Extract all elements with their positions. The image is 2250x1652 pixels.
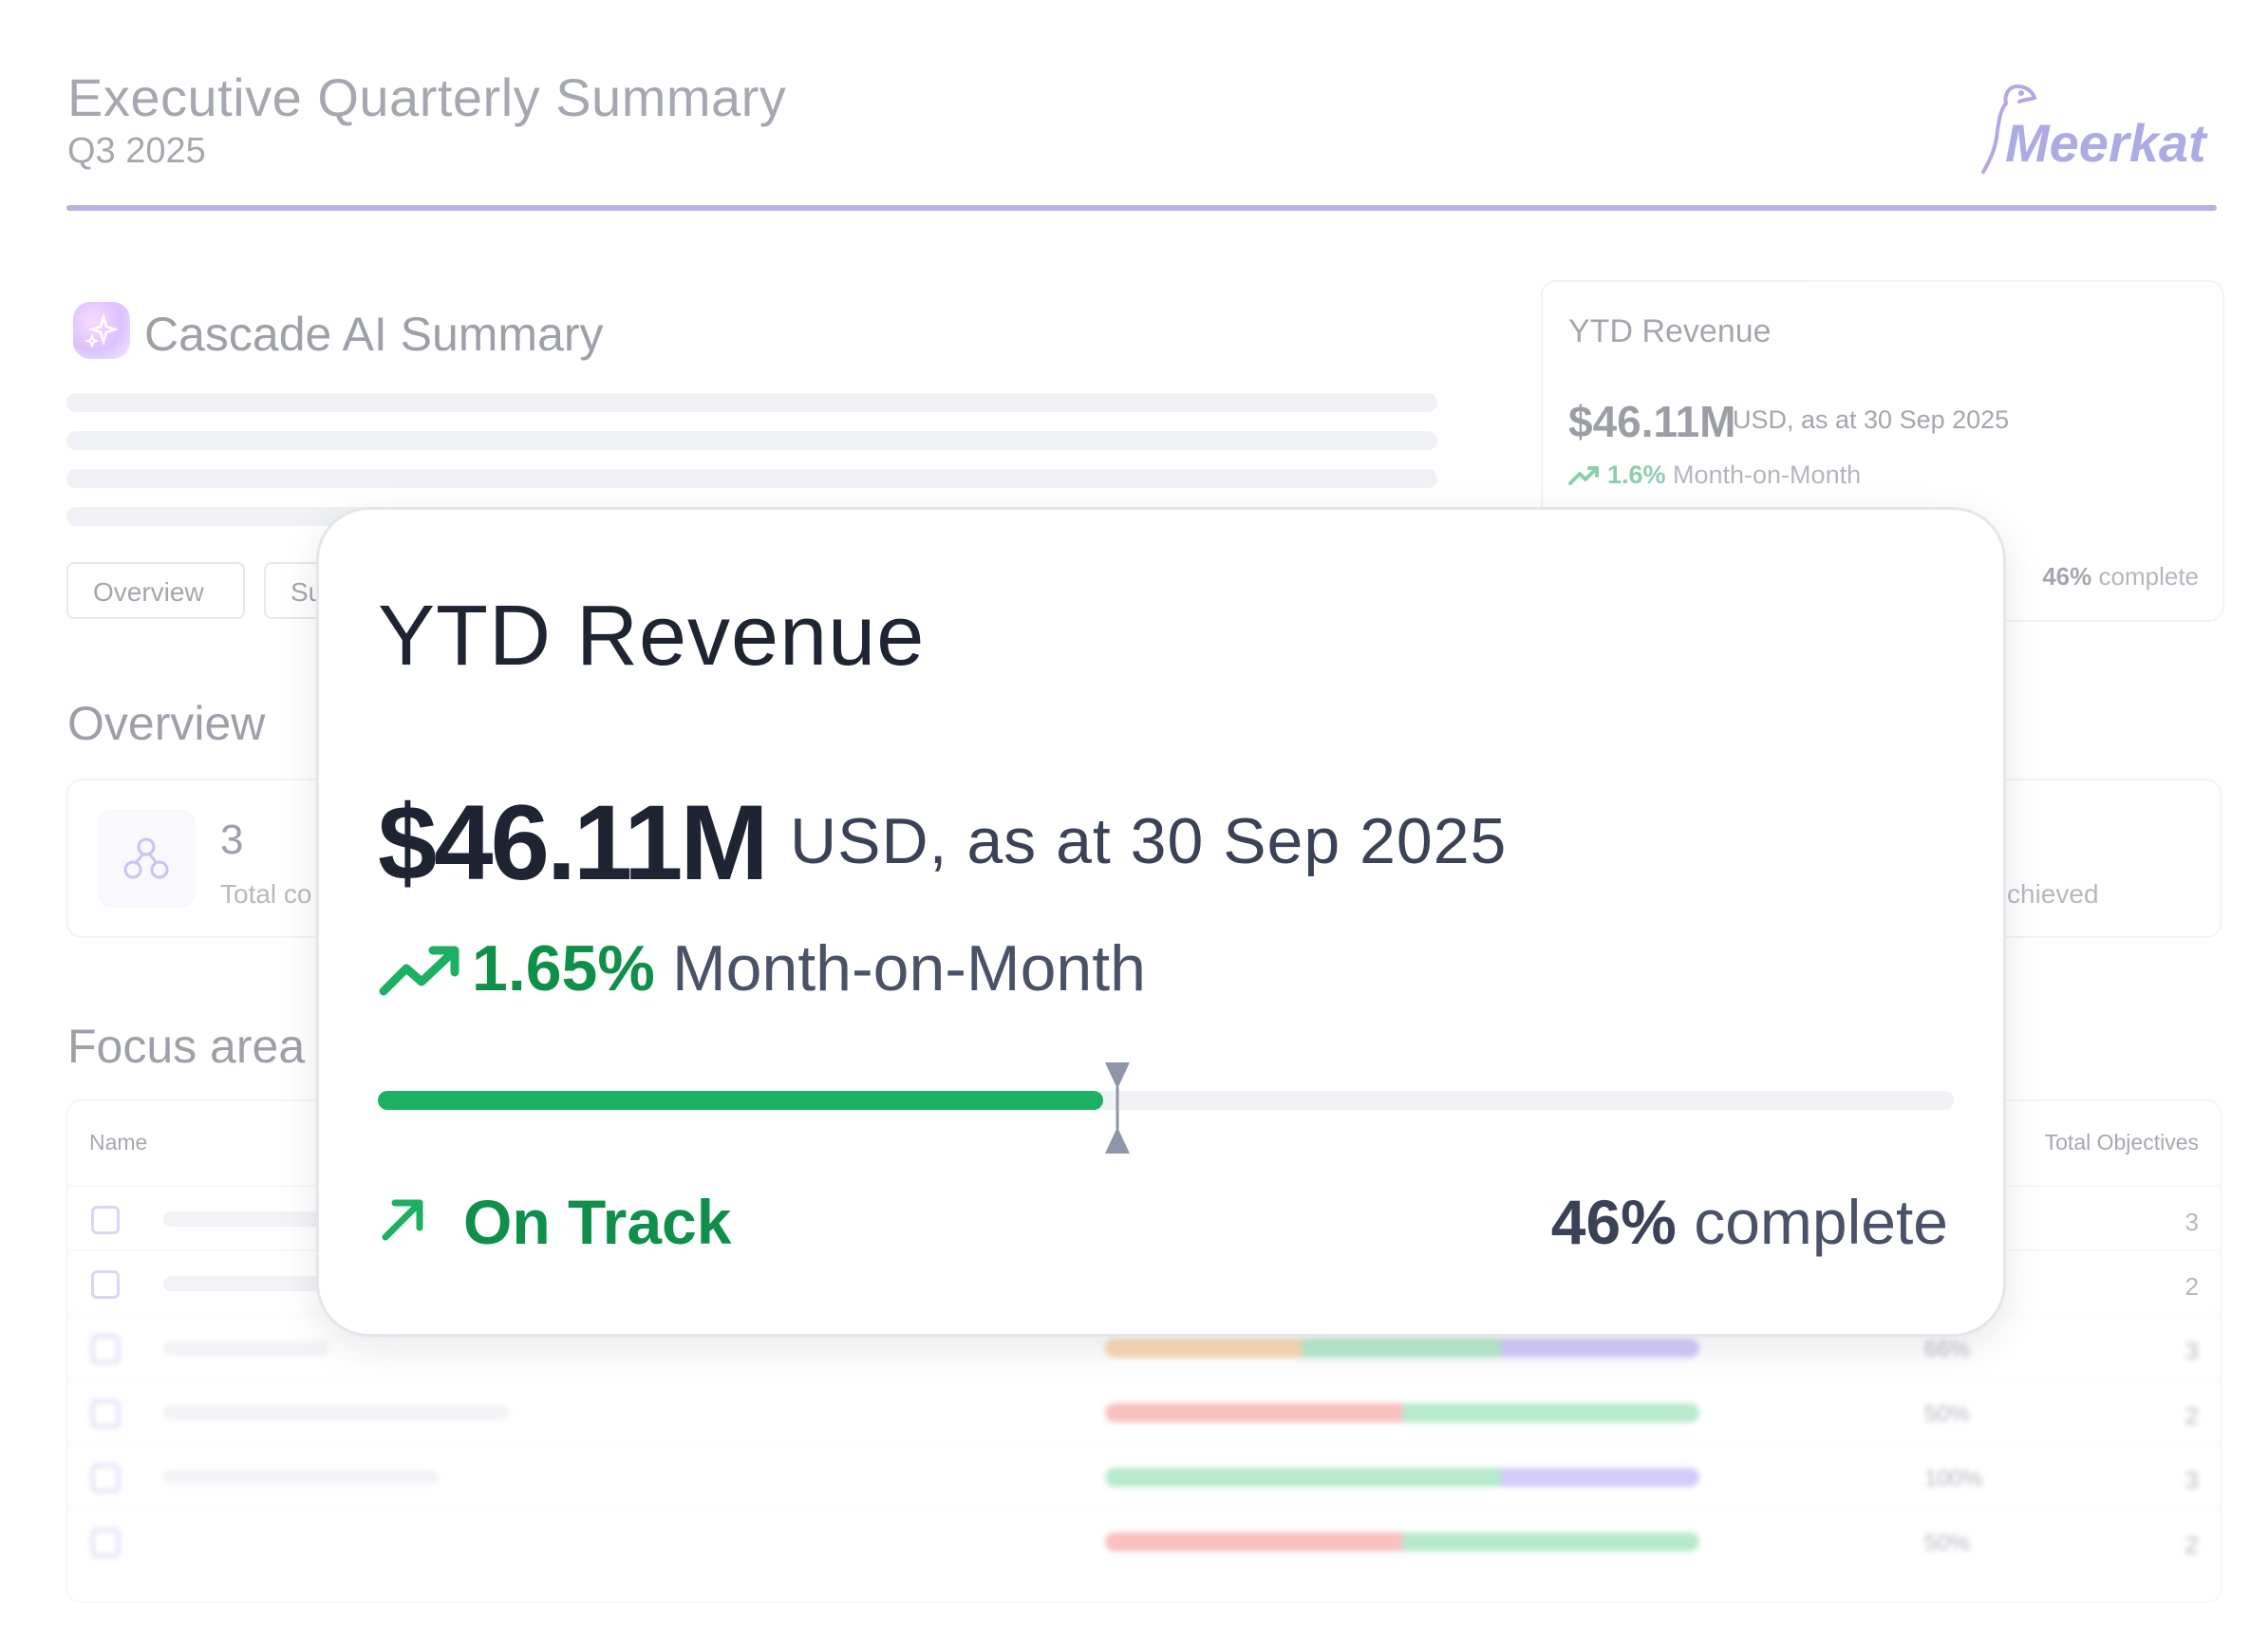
focus-icon: [91, 1335, 120, 1363]
arrow-up-right-icon: [382, 1199, 423, 1241]
table-row[interactable]: 50% 2: [68, 1508, 2220, 1572]
target-marker-icon[interactable]: [1102, 1061, 1133, 1155]
ytd-small-change-label: Month-on-Month: [1673, 460, 1862, 489]
sparkle-icon: [73, 302, 130, 359]
summary-skeleton-line: [66, 431, 1437, 450]
stat-label: Total co: [220, 879, 312, 909]
stat-value: 3: [220, 817, 244, 863]
row-percent: 50%: [1924, 1530, 1971, 1556]
row-total: 2: [2184, 1272, 2199, 1301]
ytd-small-change: 1.6%: [1607, 460, 1666, 489]
change-label: Month-on-Month: [672, 932, 1146, 1004]
revenue-value: $46.11M: [378, 783, 769, 902]
row-percent: 66%: [1924, 1337, 1971, 1362]
ytd-small-value: $46.11M: [1568, 397, 1736, 446]
status-label: On Track: [463, 1187, 732, 1257]
header-divider: [66, 205, 2217, 211]
focus-icon: [91, 1270, 120, 1299]
ytd-small-unit: USD, as at 30 Sep 2025: [1733, 405, 2010, 434]
tab-overview[interactable]: Overview: [66, 562, 245, 619]
summary-skeleton-line: [66, 393, 1437, 412]
completion-percent: 46%: [1550, 1187, 1677, 1257]
focus-icon: [91, 1399, 120, 1428]
stat-label: chieved: [2007, 879, 2099, 909]
meerkat-logo: [1979, 81, 2217, 176]
nodes-icon: [97, 809, 196, 908]
change-percent: 1.65%: [472, 932, 655, 1004]
table-row[interactable]: 50% 2: [68, 1379, 2220, 1443]
progress-breakdown-bar: [1105, 1403, 1699, 1422]
row-total: 2: [2184, 1530, 2199, 1559]
ytd-small-complete: 46% complete: [2042, 562, 2199, 591]
row-percent: 50%: [1924, 1401, 1971, 1427]
row-total: 3: [2184, 1337, 2199, 1365]
table-row[interactable]: 100% 3: [68, 1443, 2220, 1508]
row-total: 3: [2184, 1466, 2199, 1494]
summary-skeleton-line: [66, 469, 1437, 488]
meerkat-mascot-icon: [1981, 84, 2037, 174]
progress-fill: [378, 1091, 1103, 1110]
trending-up-icon: [379, 946, 459, 996]
focus-icon: [91, 1529, 120, 1557]
focus-icon: [91, 1464, 120, 1492]
completion-label: complete: [1694, 1187, 1948, 1257]
ytd-small-title: YTD Revenue: [1568, 313, 1772, 349]
ai-summary-title: Cascade AI Summary: [144, 308, 604, 361]
column-header-name[interactable]: Name: [89, 1130, 148, 1155]
progress-track: [378, 1091, 1954, 1110]
focus-icon: [91, 1206, 120, 1234]
row-percent: 100%: [1924, 1466, 1983, 1492]
progress-breakdown-bar: [1105, 1468, 1699, 1487]
row-total: 2: [2184, 1401, 2199, 1430]
trending-up-icon: [1568, 466, 1599, 485]
column-header-total-objectives[interactable]: Total Objectives: [2044, 1130, 2199, 1155]
card-title: YTD Revenue: [378, 589, 926, 684]
completion-text: 46% complete: [1551, 1186, 1948, 1258]
row-total: 3: [2184, 1208, 2199, 1236]
logo-text: Meerkat: [2005, 113, 2206, 173]
page-title: Executive Quarterly Summary: [67, 67, 787, 127]
revenue-unit: USD, as at 30 Sep 2025: [790, 805, 1508, 877]
overview-heading: Overview: [67, 697, 266, 750]
ytd-revenue-card[interactable]: YTD Revenue $46.11M USD, as at 30 Sep 20…: [316, 507, 2006, 1337]
progress-breakdown-bar: [1105, 1532, 1699, 1551]
progress-breakdown-bar: [1105, 1339, 1699, 1358]
page-subtitle: Q3 2025: [67, 131, 206, 171]
focus-area-heading: Focus area: [67, 1020, 306, 1073]
